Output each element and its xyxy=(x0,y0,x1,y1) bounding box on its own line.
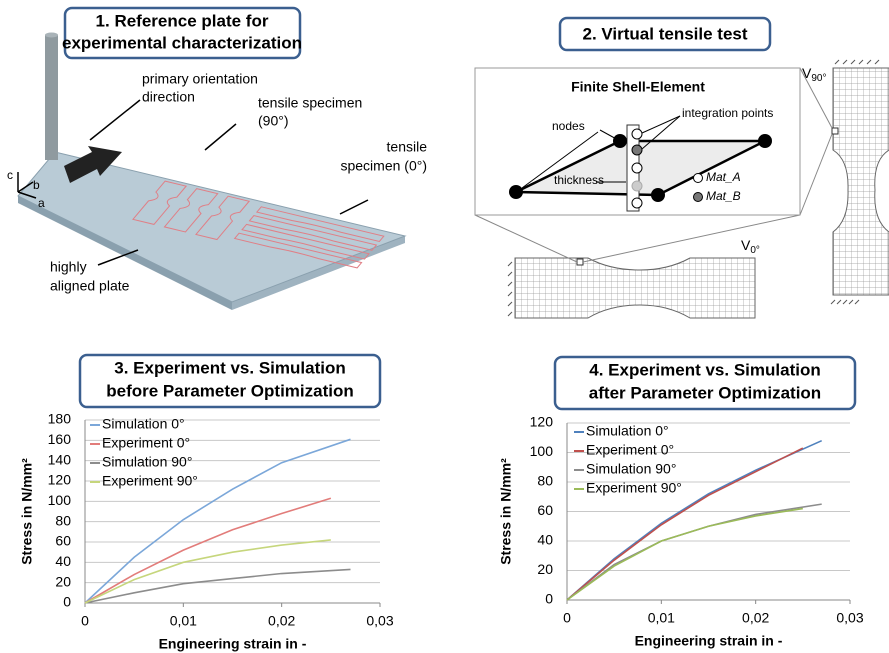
x-axis-label: Engineering strain in - xyxy=(159,636,307,652)
velocity-subscript: 0° xyxy=(750,245,760,256)
integration-point xyxy=(632,198,642,208)
annotation: primary orientation xyxy=(142,71,258,87)
legend-label: Simulation 0° xyxy=(586,423,669,439)
chart: 3. Experiment vs. Simulation before Param… xyxy=(19,355,394,652)
y-tick-label: 140 xyxy=(48,451,72,467)
y-tick-label: 60 xyxy=(55,533,71,549)
annotation: tensile specimen xyxy=(258,95,362,111)
data-line xyxy=(85,569,351,603)
leader-line xyxy=(90,100,140,140)
x-tick-label: 0 xyxy=(81,613,89,629)
legend-label: Experiment 90° xyxy=(586,480,682,496)
annotation: direction xyxy=(142,89,195,105)
injection-post-top xyxy=(45,33,58,38)
y-tick-label: 160 xyxy=(48,431,72,447)
axis-label: b xyxy=(33,178,40,192)
data-line xyxy=(85,498,331,603)
x-tick-label: 0,03 xyxy=(366,613,393,629)
material-swatch xyxy=(694,193,703,202)
velocity-subscript: 90° xyxy=(811,73,826,84)
annotation: nodes xyxy=(552,119,585,133)
annotation: tensile xyxy=(387,139,428,155)
y-axis-label: Stress in N/mm² xyxy=(498,458,514,565)
panel-reference-plate: c b a primary orientation direction tens… xyxy=(7,8,427,310)
y-tick-label: 20 xyxy=(537,561,553,577)
x-tick-label: 0,03 xyxy=(836,610,863,626)
integration-point xyxy=(632,181,642,191)
selected-element xyxy=(832,128,838,134)
annotation: integration points xyxy=(682,106,773,120)
y-tick-label: 180 xyxy=(48,411,72,427)
integration-point xyxy=(632,163,642,173)
chart-title: 4. Experiment vs. Simulation xyxy=(589,360,820,379)
annotation: specimen (0°) xyxy=(340,158,427,174)
injection-post xyxy=(45,35,58,160)
y-tick-label: 20 xyxy=(55,573,71,589)
x-tick-label: 0,02 xyxy=(268,613,295,629)
leader-line xyxy=(205,124,236,150)
velocity-label: V90° xyxy=(802,65,826,84)
y-tick-label: 80 xyxy=(55,512,71,528)
panel-virtual-test: 2. Virtual tensile test Finite Shell-Ele… xyxy=(475,18,889,318)
figure: c b a primary orientation direction tens… xyxy=(0,0,889,653)
legend-label: Simulation 90° xyxy=(586,461,676,477)
zoom-line xyxy=(583,215,800,262)
x-tick-label: 0 xyxy=(563,610,571,626)
x-tick-label: 0,01 xyxy=(170,613,197,629)
y-tick-label: 100 xyxy=(48,492,72,508)
legend-label: Experiment 0° xyxy=(102,435,190,451)
y-tick-label: 120 xyxy=(530,414,554,430)
y-tick-label: 120 xyxy=(48,472,72,488)
annotation: highly xyxy=(50,259,87,275)
node xyxy=(651,188,665,202)
data-line xyxy=(567,509,803,600)
annotation: (90°) xyxy=(258,113,289,129)
legend-label: Experiment 90° xyxy=(102,473,198,489)
y-tick-label: 60 xyxy=(537,502,553,518)
material-label: Mat_A xyxy=(706,170,741,184)
chart-title: before Parameter Optimization xyxy=(106,381,354,400)
data-line xyxy=(85,540,331,603)
velocity-label: V0° xyxy=(741,237,760,256)
zoom-line xyxy=(800,134,832,215)
chart-title: after Parameter Optimization xyxy=(589,383,821,402)
leader-line xyxy=(340,200,368,214)
node xyxy=(758,134,772,148)
material-swatch xyxy=(694,174,703,183)
selected-element xyxy=(577,259,583,265)
y-tick-label: 0 xyxy=(545,591,553,607)
y-axis-label: Stress in N/mm² xyxy=(19,458,35,565)
x-tick-label: 0,02 xyxy=(742,610,769,626)
y-tick-label: 80 xyxy=(537,473,553,489)
zoom-line xyxy=(475,215,577,262)
x-axis-label: Engineering strain in - xyxy=(635,633,783,649)
legend-label: Simulation 90° xyxy=(102,454,192,470)
axis-label: a xyxy=(38,196,45,210)
integration-point xyxy=(632,145,642,155)
legend-label: Simulation 0° xyxy=(102,416,185,432)
chart-title: 3. Experiment vs. Simulation xyxy=(114,358,345,377)
panel-title: experimental characterization xyxy=(62,33,302,52)
y-tick-label: 100 xyxy=(530,443,554,459)
integration-point xyxy=(632,129,642,139)
annotation: aligned plate xyxy=(50,278,130,294)
y-tick-label: 40 xyxy=(537,532,553,548)
data-line xyxy=(567,504,822,600)
specimen-mesh-90 xyxy=(833,68,889,295)
legend-label: Experiment 0° xyxy=(586,442,674,458)
x-tick-label: 0,01 xyxy=(648,610,675,626)
y-tick-label: 0 xyxy=(63,594,71,610)
annotation: thickness xyxy=(554,173,604,187)
chart: 4. Experiment vs. Simulation after Parame… xyxy=(498,357,864,649)
panel-title: 1. Reference plate for xyxy=(96,11,269,30)
panel-title: 2. Virtual tensile test xyxy=(582,24,747,43)
node xyxy=(509,185,523,199)
element-title: Finite Shell-Element xyxy=(571,79,705,95)
axis-label: c xyxy=(7,168,13,182)
material-label: Mat_B xyxy=(706,189,741,203)
y-tick-label: 40 xyxy=(55,553,71,569)
specimen-mesh-0 xyxy=(515,258,755,318)
